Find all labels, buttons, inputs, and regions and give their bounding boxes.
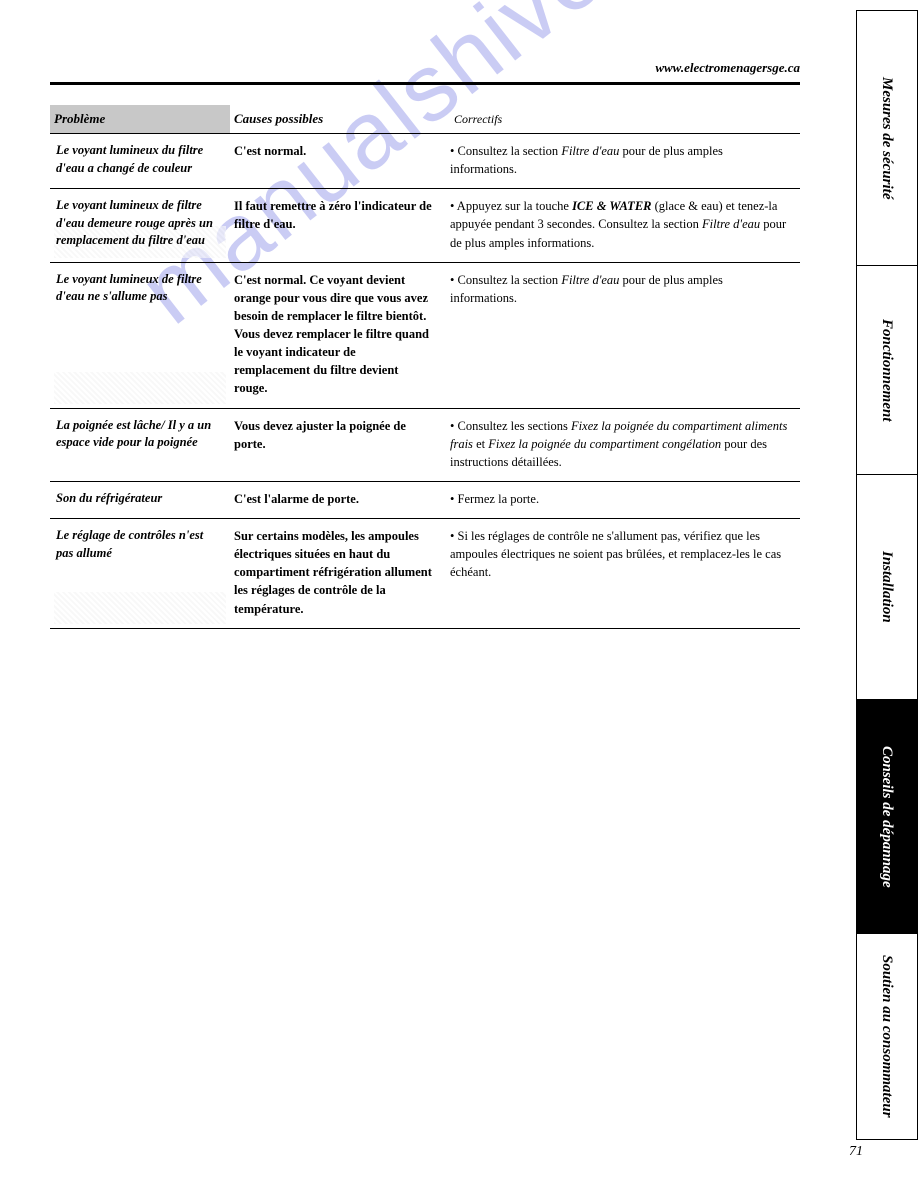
page-number: 71 bbox=[849, 1144, 863, 1160]
col-header-problem: Problème bbox=[50, 105, 230, 134]
cell-correctifs: • Consultez les sections Fixez la poigné… bbox=[450, 408, 800, 481]
side-tabs: Mesures de sécurité Fonctionnement Insta… bbox=[856, 10, 918, 1140]
cell-problem: La poignée est lâche/ Il y a un espace v… bbox=[50, 408, 230, 481]
table-row: Le voyant lumineux de filtre d'eau demeu… bbox=[50, 189, 800, 262]
cell-correctifs: • Fermez la porte. bbox=[450, 481, 800, 518]
troubleshooting-table: Problème Causes possibles Correctifs Le … bbox=[50, 105, 800, 629]
col-header-causes: Causes possibles bbox=[230, 105, 450, 134]
table-row: Le voyant lumineux de filtre d'eau ne s'… bbox=[50, 262, 800, 408]
correctif-text: • Consultez la section Filtre d'eau pour… bbox=[450, 271, 790, 307]
table-row: La poignée est lâche/ Il y a un espace v… bbox=[50, 408, 800, 481]
cell-causes: C'est l'alarme de porte. bbox=[230, 481, 450, 518]
tab-mesures-securite[interactable]: Mesures de sécurité bbox=[857, 11, 917, 266]
tab-fonctionnement[interactable]: Fonctionnement bbox=[857, 266, 917, 476]
correctif-text: • Consultez les sections Fixez la poigné… bbox=[450, 417, 790, 471]
correctif-text: • Consultez la section Filtre d'eau pour… bbox=[450, 142, 790, 178]
tab-installation[interactable]: Installation bbox=[857, 475, 917, 700]
cell-causes: Vous devez ajuster la poignée de porte. bbox=[230, 408, 450, 481]
cell-problem: Le réglage de contrôles n'est pas allumé bbox=[50, 519, 230, 629]
correctif-text: • Appuyez sur la touche ICE & WATER (gla… bbox=[450, 197, 790, 251]
header-url: www.electromenagersge.ca bbox=[50, 60, 800, 85]
cell-problem: Son du réfrigérateur bbox=[50, 481, 230, 518]
cell-correctifs: • Consultez la section Filtre d'eau pour… bbox=[450, 262, 800, 408]
col-header-correctifs: Correctifs bbox=[450, 105, 800, 134]
cell-causes: Il faut remettre à zéro l'indicateur de … bbox=[230, 189, 450, 262]
table-row: Le voyant lumineux du filtre d'eau a cha… bbox=[50, 134, 800, 189]
tab-soutien-consommateur[interactable]: Soutien au consommateur bbox=[857, 934, 917, 1139]
table-row: Le réglage de contrôles n'est pas allumé… bbox=[50, 519, 800, 629]
cell-causes: C'est normal. Ce voyant devient orange p… bbox=[230, 262, 450, 408]
table-row: Son du réfrigérateur C'est l'alarme de p… bbox=[50, 481, 800, 518]
cell-correctifs: • Appuyez sur la touche ICE & WATER (gla… bbox=[450, 189, 800, 262]
correctif-text: • Si les réglages de contrôle ne s'allum… bbox=[450, 527, 790, 581]
cell-causes: C'est normal. bbox=[230, 134, 450, 189]
cell-correctifs: • Consultez la section Filtre d'eau pour… bbox=[450, 134, 800, 189]
cell-problem: Le voyant lumineux du filtre d'eau a cha… bbox=[50, 134, 230, 189]
tab-conseils-depannage[interactable]: Conseils de dépannage bbox=[857, 700, 917, 935]
cell-correctifs: • Si les réglages de contrôle ne s'allum… bbox=[450, 519, 800, 629]
page-content: www.electromenagersge.ca Problème Causes… bbox=[0, 0, 845, 669]
cell-causes: Sur certains modèles, les ampoules élect… bbox=[230, 519, 450, 629]
cell-problem: Le voyant lumineux de filtre d'eau demeu… bbox=[50, 189, 230, 262]
cell-problem: Le voyant lumineux de filtre d'eau ne s'… bbox=[50, 262, 230, 408]
correctif-text: • Fermez la porte. bbox=[450, 490, 539, 508]
table-header-row: Problème Causes possibles Correctifs bbox=[50, 105, 800, 134]
